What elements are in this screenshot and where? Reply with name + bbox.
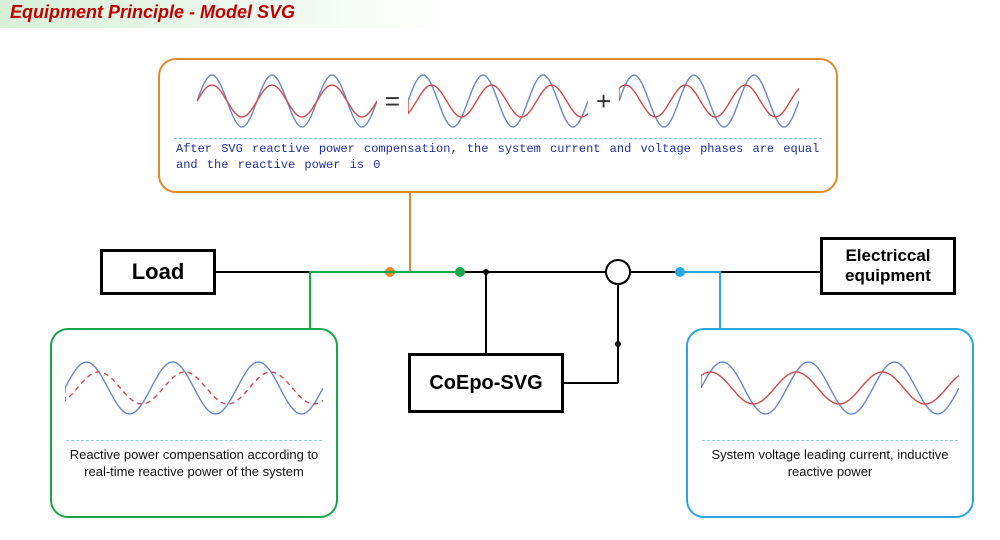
equals-symbol: = bbox=[385, 86, 400, 117]
wave-blue bbox=[701, 338, 959, 438]
green-callout: Reactive power compensation according to… bbox=[50, 328, 338, 518]
blue-callout: System voltage leading current, inductiv… bbox=[686, 328, 974, 518]
top-callout: = + After SVG reactive power compensatio… bbox=[158, 58, 838, 193]
wave-component-2 bbox=[619, 68, 799, 134]
load-block: Load bbox=[100, 249, 216, 295]
wave-green bbox=[65, 338, 323, 438]
device-block: CoEpo-SVG bbox=[408, 353, 564, 413]
wave-result bbox=[197, 68, 377, 134]
diagram-canvas: Load Electriccal equipment CoEpo-SVG = +… bbox=[0, 28, 1000, 540]
plus-symbol: + bbox=[596, 86, 611, 117]
equipment-block: Electriccal equipment bbox=[820, 237, 956, 295]
page-title: Equipment Principle - Model SVG bbox=[0, 0, 1000, 28]
green-caption: Reactive power compensation according to… bbox=[62, 447, 326, 481]
wave-component-1 bbox=[408, 68, 588, 134]
top-caption: After SVG reactive power compensation, t… bbox=[170, 141, 826, 173]
blue-caption: System voltage leading current, inductiv… bbox=[698, 447, 962, 481]
